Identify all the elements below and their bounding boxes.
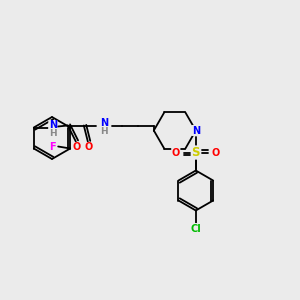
- Text: O: O: [73, 142, 81, 152]
- Text: N: N: [192, 125, 200, 136]
- Text: S: S: [192, 146, 200, 159]
- Text: N: N: [49, 121, 57, 130]
- Text: N: N: [100, 118, 108, 128]
- Text: F: F: [49, 142, 56, 152]
- Text: O: O: [172, 148, 180, 158]
- Text: O: O: [85, 142, 93, 152]
- Text: H: H: [100, 127, 108, 136]
- Text: O: O: [212, 148, 220, 158]
- Text: Cl: Cl: [190, 224, 201, 233]
- Text: H: H: [49, 129, 57, 138]
